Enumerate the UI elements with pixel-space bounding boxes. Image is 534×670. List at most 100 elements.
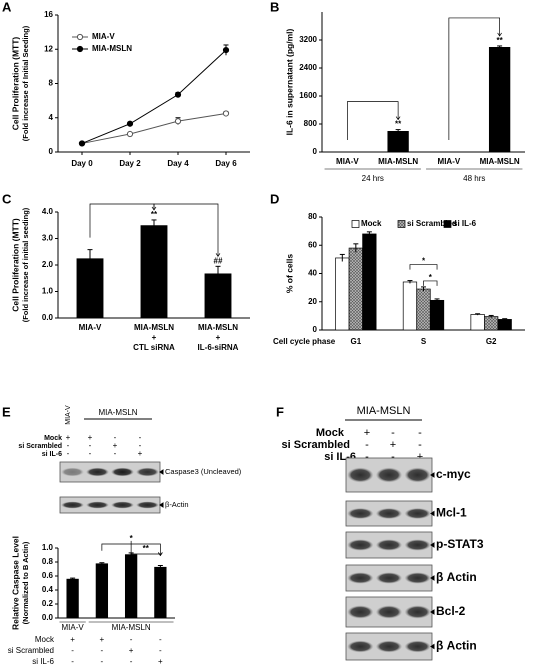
x-tick-label: Day 0: [71, 159, 93, 168]
condition-sign: +: [129, 646, 134, 655]
blot-band: [375, 467, 403, 483]
bar: [140, 225, 168, 318]
condition-sign: -: [67, 441, 70, 450]
y-tick-label: 8: [49, 79, 54, 88]
band-label: Bcl-2: [436, 604, 466, 618]
y-axis-label: (Fold increase of initial seeding): [21, 207, 30, 322]
bar: [66, 578, 79, 618]
legend-marker: [76, 33, 84, 41]
blot-band: [375, 539, 403, 551]
x-tick-label: G2: [486, 337, 497, 346]
condition-sign: -: [89, 441, 92, 450]
bracket-arrow: [497, 32, 502, 37]
x-tick-label: MIA-V: [438, 157, 461, 166]
significance-bracket: [448, 17, 500, 140]
blot-band: [111, 467, 134, 477]
y-tick-label: 0.4: [42, 585, 54, 594]
condition-sign: -: [130, 635, 133, 644]
x-tick-label: G1: [350, 337, 361, 346]
y-tick-label: 0.0: [42, 613, 54, 622]
blot-band: [86, 467, 109, 477]
panel-label: F: [276, 404, 284, 419]
legend-label: Mock: [361, 219, 382, 228]
y-tick-label: 0.8: [42, 557, 54, 566]
y-tick-label: 0.2: [42, 599, 54, 608]
blot-band: [347, 572, 374, 584]
band-label: β Actin: [436, 570, 477, 584]
significance-label: *: [130, 534, 134, 543]
y-tick-label: 3200: [299, 35, 317, 44]
bar: [416, 288, 431, 331]
point: [174, 91, 182, 98]
x-tick-label: S: [421, 337, 427, 346]
group-label: MIA-MSLN: [112, 623, 151, 632]
condition-sign: -: [365, 439, 369, 451]
point: [222, 47, 230, 54]
x-tick-label: +: [152, 333, 157, 342]
significance-bracket: [130, 540, 161, 556]
condition-sign: -: [130, 657, 133, 666]
bar: [154, 566, 167, 618]
blot-band: [111, 501, 134, 509]
condition-name: si IL-6: [32, 657, 54, 666]
blot-band: [347, 467, 374, 483]
x-tick-label: IL-6-siRNA: [198, 343, 239, 352]
condition-sign: -: [159, 646, 162, 655]
significance-bracket: [423, 280, 438, 286]
y-tick-label: 1600: [299, 91, 317, 100]
blot-band: [347, 539, 374, 551]
y-tick-label: 0: [49, 147, 54, 156]
x-tick-label: MIA-MSLN: [378, 157, 418, 166]
blot-band: [404, 572, 431, 584]
condition-name: Mock: [44, 435, 62, 442]
x-tick-label: Day 2: [119, 159, 141, 168]
band-arrow: [159, 502, 164, 508]
y-tick-label: 4: [49, 113, 54, 122]
y-tick-label: 800: [304, 119, 318, 128]
condition-sign: +: [158, 657, 163, 666]
blot-header: MIA-MSLN: [98, 408, 137, 417]
y-axis-label: Cell Proliferation (MTT): [10, 218, 20, 312]
y-tick-label: 40: [308, 269, 317, 278]
y-tick-label: 2400: [299, 63, 317, 72]
condition-sign: -: [114, 449, 117, 458]
bar: [95, 563, 109, 618]
blot-band: [347, 508, 374, 519]
y-tick-label: 0.0: [42, 313, 54, 322]
condition-sign: -: [71, 646, 74, 655]
band-arrow: [159, 469, 164, 475]
condition-sign: -: [391, 451, 395, 463]
condition-sign: -: [139, 433, 142, 442]
significance-label: ##: [214, 256, 223, 265]
blot-band: [61, 467, 84, 477]
significance-bracket: [409, 264, 438, 270]
condition-sign: -: [71, 657, 74, 666]
bracket-arrow: [158, 552, 163, 557]
series-line: [81, 112, 227, 144]
condition-sign: -: [101, 657, 104, 666]
band-label: Mcl-1: [436, 506, 467, 520]
condition-sign: +: [70, 635, 75, 644]
blot-band: [375, 640, 403, 653]
panel-label: C: [2, 191, 12, 206]
panel-label: B: [270, 0, 279, 14]
band-arrow: [430, 643, 435, 650]
point: [126, 120, 134, 127]
y-tick-label: 20: [308, 297, 317, 306]
y-tick-label: 1.0: [42, 543, 54, 552]
significance-label: **: [151, 210, 158, 219]
x-tick-label: Day 4: [167, 159, 189, 168]
y-tick-label: 16: [44, 10, 53, 19]
panel-label: E: [2, 404, 11, 419]
condition-name: si IL-6: [42, 451, 62, 458]
condition-sign: -: [159, 635, 162, 644]
blot-band: [404, 467, 431, 483]
condition-sign: -: [101, 646, 104, 655]
bracket-arrow: [215, 253, 221, 257]
band-arrow: [430, 510, 435, 517]
panel-label: A: [2, 0, 12, 14]
x-tick-label: MIA-MSLN: [198, 323, 238, 332]
bar: [387, 131, 409, 152]
condition-sign: -: [89, 449, 92, 458]
